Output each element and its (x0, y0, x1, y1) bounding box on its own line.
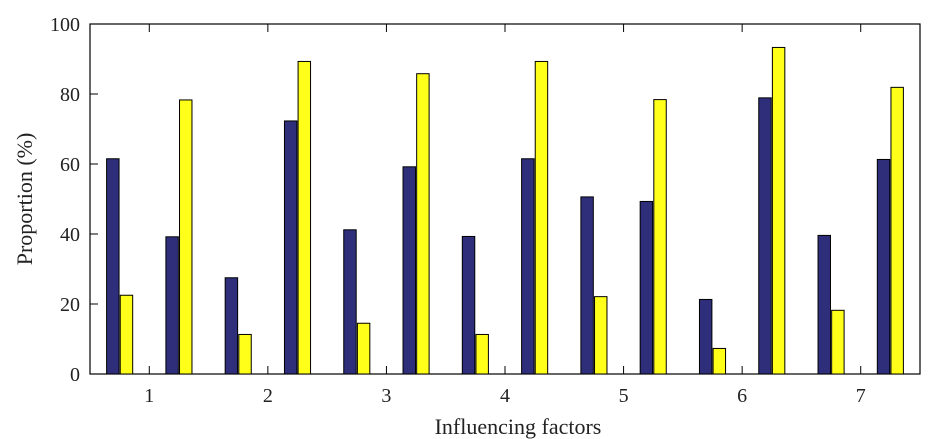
plot-frame (89, 23, 921, 375)
bar-group-1-series-1 (106, 158, 120, 375)
y-tick-label: 100 (50, 14, 80, 36)
bar-group-2-series-2 (179, 99, 193, 375)
bar-group-2-series-1 (165, 236, 179, 375)
bar-group-12-series-2 (771, 46, 786, 375)
bar-group-7-series-1 (461, 235, 476, 375)
bar-group-11-series-1 (698, 298, 713, 375)
axes-frame (89, 23, 921, 375)
bar-group-4-series-2 (297, 60, 312, 375)
bar-group-10-series-2 (653, 99, 667, 375)
bar-group-3-series-1 (224, 277, 239, 375)
bar-group-1-series-2 (119, 294, 134, 375)
bar-group-11-series-2 (712, 347, 727, 375)
x-tick-label: 4 (500, 385, 510, 407)
y-axis-ticks: 0 20 40 60 80 100 (50, 14, 98, 386)
bar-group-3-series-2 (238, 333, 252, 375)
y-tick-label: 80 (60, 84, 80, 106)
y-axis-label: Proportion (%) (12, 133, 37, 266)
bar-group-8-series-1 (521, 158, 535, 375)
y-tick-label: 0 (70, 364, 80, 386)
bar-group-10-series-1 (639, 200, 654, 375)
y-tick-label: 40 (60, 224, 80, 246)
bar-group-8-series-2 (534, 60, 549, 375)
x-tick-label: 5 (619, 385, 629, 407)
bar-group-5-series-1 (343, 229, 357, 375)
x-tick-label: 2 (263, 385, 273, 407)
x-tick-label: 1 (144, 385, 154, 407)
y-tick-label: 60 (60, 154, 80, 176)
bar-group-6-series-1 (402, 166, 416, 375)
x-axis-label: Influencing factors (435, 414, 602, 439)
bar-group-4-series-1 (283, 120, 298, 375)
y-tick-label: 20 (60, 294, 80, 316)
bar-group-12-series-1 (758, 97, 772, 375)
bar-group-13-series-2 (831, 309, 845, 375)
bar-group-5-series-2 (356, 322, 371, 375)
bars-layer (106, 46, 904, 375)
bar-group-9-series-1 (580, 196, 594, 375)
bar-group-14-series-1 (876, 158, 891, 375)
bar-group-6-series-2 (416, 73, 430, 375)
bar-group-13-series-1 (817, 234, 831, 375)
x-tick-label: 7 (856, 385, 866, 407)
bar-group-9-series-2 (594, 296, 608, 375)
bar-group-14-series-2 (890, 86, 904, 375)
bar-group-7-series-2 (475, 333, 489, 375)
x-axis-ticks: 1 2 3 4 5 6 7 (144, 24, 866, 407)
x-tick-label: 3 (381, 385, 391, 407)
x-tick-label: 6 (737, 385, 747, 407)
